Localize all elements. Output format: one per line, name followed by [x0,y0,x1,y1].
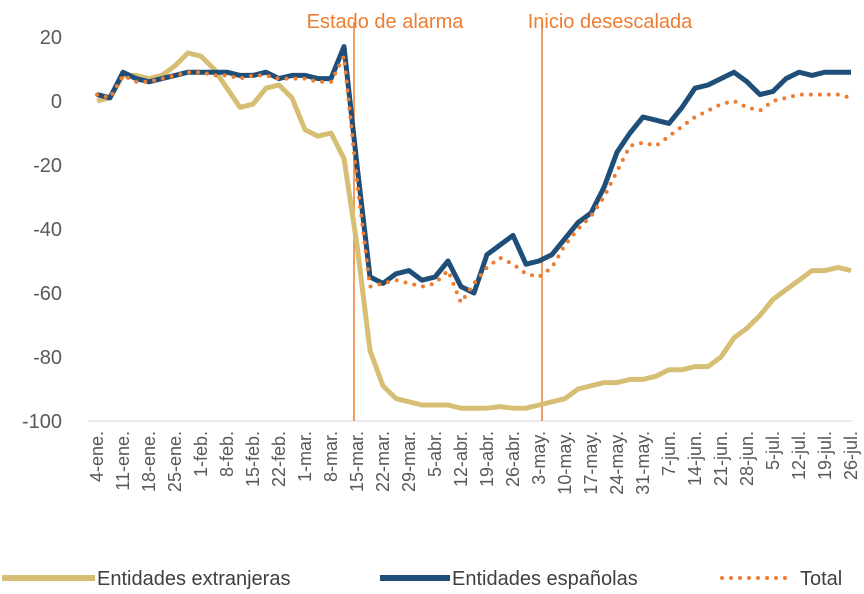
y-tick-label: 20 [40,27,62,49]
x-tick-label: 10-may. [555,431,575,495]
x-tick-label: 14-jun. [685,431,705,486]
legend-label: Entidades extranjeras [97,568,290,589]
annotation: Inicio desescalada [528,11,693,33]
x-tick-label: 17-may. [581,431,601,495]
x-tick-label: 31-may. [633,431,653,495]
x-tick-label: 5-jul. [763,431,783,470]
x-tick-label: 29-mar. [399,431,419,492]
x-tick-label: 25-ene. [165,431,185,492]
series-line [96,50,852,411]
x-tick-label: 8-mar. [321,431,341,482]
series-line [95,54,853,305]
x-tick-label: 24-may. [607,431,627,495]
x-tick-label: 8-feb. [217,431,237,477]
y-tick-label: -80 [33,347,62,369]
x-tick-label: 4-ene. [87,431,107,482]
y-tick-label: -100 [22,411,62,433]
x-tick-label: 3-may. [529,431,549,485]
x-tick-label: 18-ene. [139,431,159,492]
x-tick-label: 19-abr. [477,431,497,487]
legend-label: Total [800,568,842,589]
y-tick-label: 0 [51,91,62,113]
x-tick-label: 1-feb. [191,431,211,477]
x-tick-label: 12-jul. [789,431,809,480]
x-tick-label: 1-mar. [295,431,315,482]
x-tick-label: 7-jun. [659,431,679,476]
series-line [96,44,851,296]
x-tick-label: 22-feb. [269,431,289,487]
x-tick-label: 21-jun. [711,431,731,486]
annotation: Estado de alarma [307,11,465,33]
legend-label: Entidades españolas [452,568,638,589]
x-tick-label: 26-jul. [841,431,861,480]
x-tick-label: 26-abr. [503,431,523,487]
x-tick-label: 28-jun. [737,431,757,486]
x-tick-label: 19-jul. [815,431,835,480]
x-tick-label: 15-feb. [243,431,263,487]
x-tick-label: 5-abr. [425,431,445,477]
y-tick-label: -60 [33,283,62,305]
x-tick-label: 11-ene. [113,431,133,491]
x-tick-label: 12-abr. [451,431,471,487]
x-tick-label: 22-mar. [373,431,393,492]
x-tick-label: 15-mar. [347,431,367,492]
y-tick-label: -20 [33,155,62,177]
y-tick-label: -40 [33,219,62,241]
